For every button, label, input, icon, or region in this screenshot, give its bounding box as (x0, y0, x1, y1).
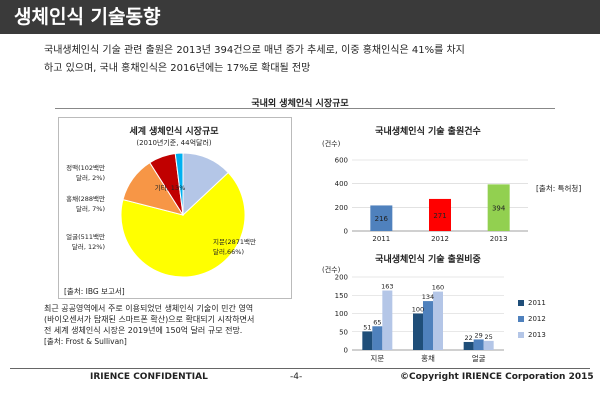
bar2-legend-swatch-2011 (518, 300, 524, 306)
pie-label-1: 얼굴(511백만 달러, 12%) (66, 232, 105, 251)
pie-chart-subtitle: (2010년기준, 44억달러) (136, 139, 212, 147)
section-title: 국내외 생체인식 시장규모 (251, 99, 349, 109)
note-line-1: 최근 공공영역에서 주로 이용되었던 생체인식 기술이 민간 영역 (44, 304, 254, 313)
page-number: -4- (290, 372, 303, 382)
bar2-xtick: 지문 (370, 354, 384, 363)
title-bar (0, 0, 600, 34)
pie-slice-4 (182, 152, 229, 217)
bar2-legend-label: 2012 (528, 315, 546, 323)
pie-label-0: 지문(2871백만 달러,66%) (213, 237, 256, 256)
bar2-value-label: 29 (475, 331, 483, 339)
bar-chart-1-title: 국내생체인식 기술 출원건수 (375, 127, 481, 137)
bar2-ytick: 50 (339, 328, 348, 336)
pie-slice-0 (120, 171, 246, 278)
bar2-value-label: 22 (465, 334, 473, 342)
bar2-value-label: 25 (485, 333, 493, 341)
bar1-xtick: 2013 (490, 235, 508, 243)
pie-source: [출처: IBG 보고서] (64, 287, 125, 296)
pie-label-4: 기타, 13% (155, 183, 186, 192)
bar2-value-label: 51 (363, 323, 371, 331)
bar2-value-label: 65 (373, 318, 381, 326)
bar1-ytick: 200 (335, 204, 348, 212)
bar2-xtick: 얼굴 (472, 354, 486, 363)
bar2-legend-swatch-2013 (518, 332, 524, 338)
bar1-ytick: 600 (335, 157, 348, 165)
pie-label-3: 정맥(102백만 달러, 2%) (66, 163, 105, 182)
bar1-value-label: 216 (375, 215, 389, 223)
bar2-ytick: 200 (335, 274, 348, 282)
bar2-bar-얼굴-2013 (483, 340, 494, 350)
bar2-value-label: 160 (432, 284, 444, 292)
note-line-3: 전 세계 생체인식 시장은 2019년에 150억 달러 규모 전망. (44, 326, 243, 335)
bar1-ytick: 400 (335, 180, 348, 188)
bar1-xtick: 2012 (431, 235, 449, 243)
bar2-bar-홍채-2013 (433, 291, 443, 350)
pie-label-2: 홍채(288백만 달러, 7%) (66, 194, 105, 213)
bar-chart-1-source: [출처: 특허청] (536, 184, 582, 193)
bar2-ytick: 150 (335, 292, 348, 300)
footer-divider (10, 368, 590, 369)
footer-confidential: IRIENCE CONFIDENTIAL (90, 372, 208, 382)
bar2-legend-label: 2011 (528, 299, 546, 307)
page-title: 생체인식 기술동향 (14, 6, 161, 28)
bar2-bar-홍채-2011 (413, 313, 423, 350)
pie-chart: 지문(2871백만 달러,66%) 얼굴(511백만 달러, 12%) 홍채(288백만… (66, 152, 256, 278)
bar2-xtick: 홍채 (421, 353, 435, 363)
bar-chart-1: 0 200 400 600 216 2011 271 2012 394 2013 (335, 157, 528, 243)
bar1-xtick: 2011 (372, 235, 390, 243)
bar1-ytick: 0 (344, 228, 348, 236)
bar2-bar-얼굴-2011 (463, 341, 474, 350)
bar-chart-1-unit: (건수) (322, 140, 341, 148)
pie-chart-title: 세계 생체인식 시장규모 (129, 127, 219, 137)
intro-line-2: 하고 있으며, 국내 홍채인식은 2016년에는 17%로 확대될 전망 (44, 63, 311, 74)
section-divider (55, 108, 555, 109)
bar2-legend-swatch-2012 (518, 316, 524, 322)
bar1-bar-2011 (370, 205, 393, 231)
bar1-bar-2013 (487, 184, 510, 231)
bar2-legend-label: 2013 (528, 331, 546, 339)
bar-chart-2-unit: (건수) (322, 266, 341, 274)
bar2-bar-지문-2012 (372, 326, 383, 350)
bar2-bar-얼굴-2012 (473, 339, 484, 350)
note-source: [출처: Frost & Sullivan] (44, 337, 127, 346)
bar-chart-2-title: 국내생체인식 기술 출원비중 (375, 255, 481, 265)
bar2-ytick: 0 (344, 347, 348, 355)
bar2-ytick: 100 (335, 310, 348, 318)
bar2-bar-지문-2011 (362, 331, 373, 350)
bar2-bar-홍채-2012 (423, 301, 433, 350)
bar2-bar-지문-2013 (382, 290, 393, 350)
bar2-value-label: 163 (381, 283, 393, 291)
bar1-value-label: 271 (433, 212, 446, 220)
intro-line-1: 국내생체인식 기술 관련 출원은 2013년 394건으로 매년 증가 추세로,… (44, 45, 465, 56)
bar2-value-label: 100 (412, 306, 424, 314)
note-line-2: (바이오센서가 탑재된 스마트폰 확산)으로 확대되기 시작하면서 (44, 315, 255, 324)
bar1-value-label: 394 (492, 205, 506, 213)
bar1-bar-2012 (429, 198, 451, 231)
footer-copyright: ©Copyright IRIENCE Corporation 2015 (400, 372, 594, 382)
bar2-value-label: 134 (422, 293, 434, 301)
